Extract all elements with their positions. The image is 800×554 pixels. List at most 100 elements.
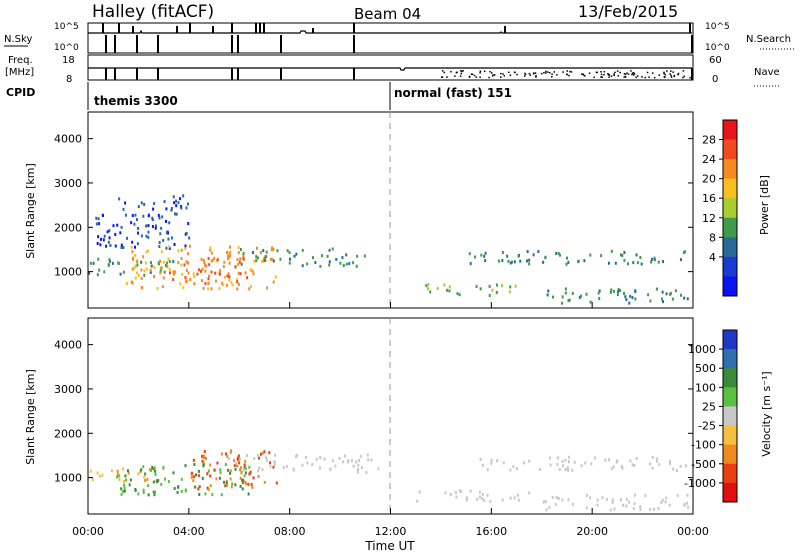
data-cell [258,466,261,470]
data-cell [468,252,471,256]
data-cell [136,260,139,264]
data-cell [257,475,260,479]
data-cell [242,468,245,472]
data-cell [239,468,242,472]
data-cell [152,207,155,211]
data-cell [154,472,157,476]
colorbar-tick-label: 8 [709,231,716,244]
data-cell [153,266,156,270]
data-cell [167,257,170,261]
data-cell [629,459,632,463]
data-cell [207,277,210,281]
data-cell [331,247,334,251]
data-cell [619,498,622,502]
data-cell [106,230,109,234]
data-cell [528,258,531,262]
data-cell [244,480,247,484]
nave-dot [568,74,570,77]
data-cell [116,475,119,479]
data-cell [257,456,260,460]
x-tick-label: 00:00 [72,525,104,538]
nave-tick-top: 60 [709,55,722,66]
data-cell [140,468,143,472]
nave-dot [582,73,584,76]
data-cell [264,456,267,460]
data-cell [200,257,203,261]
data-cell [345,253,348,257]
data-cell [249,470,252,474]
data-cell [686,493,689,497]
data-cell [201,279,204,283]
data-cell [612,289,615,293]
data-cell [227,257,230,261]
data-cell [334,464,337,468]
data-cell [484,251,487,255]
data-cell [137,226,140,230]
time-axis-label: Time UT [364,539,415,553]
data-cell [229,254,232,258]
data-cell [122,270,125,274]
data-cell [480,253,483,257]
data-cell [130,221,133,225]
data-cell [508,290,511,294]
data-cell [137,231,140,235]
nave-dot [623,76,625,78]
data-cell [170,208,173,212]
data-cell [131,257,134,261]
colorbar-frame [722,119,738,297]
nave-dot [553,71,556,73]
data-cell [557,251,560,255]
data-cell [251,251,254,255]
data-cell [692,464,695,468]
nave-dot [677,72,680,75]
data-cell [107,240,110,244]
data-cell [218,272,221,276]
data-cell [152,467,155,471]
data-cell [306,461,309,465]
data-cell [269,257,272,261]
nsky-spikes [102,23,691,33]
data-cell [609,508,612,512]
data-cell [481,492,484,496]
data-cell [237,245,240,249]
data-cell [668,462,671,466]
data-cell [131,281,134,285]
data-cell [236,280,239,284]
data-cell [265,255,268,259]
data-cell [209,484,212,488]
nave-dot [532,72,535,75]
data-cell [465,498,468,502]
data-cell [137,492,140,496]
nave-dot [569,70,571,73]
data-cell [567,299,570,303]
data-cell [172,471,175,475]
y-tick-label: 2000 [54,427,82,440]
data-cell [219,468,222,472]
y-tick-label: 3000 [54,383,82,396]
data-cell [202,258,205,262]
data-cell [295,455,298,459]
data-cell [512,465,515,469]
nave-dot [623,72,626,75]
data-cell [96,241,99,245]
data-cell [265,250,268,254]
nave-dot [545,72,547,74]
data-cell [212,259,215,263]
data-cell [246,276,249,280]
data-cell [233,463,236,467]
data-cell [658,462,661,466]
data-cell [636,261,639,265]
data-cell [123,483,126,487]
nave-dot [441,70,444,72]
data-cell [311,256,314,260]
data-cell [213,468,216,472]
data-cell [174,212,177,216]
x-tick-label: 20:00 [576,525,608,538]
data-cell [617,290,620,294]
data-cell [175,199,178,203]
data-cell [528,491,531,495]
data-cell [449,492,452,496]
nave-dot [691,72,693,75]
data-cell [517,493,520,497]
data-cell [168,268,171,272]
